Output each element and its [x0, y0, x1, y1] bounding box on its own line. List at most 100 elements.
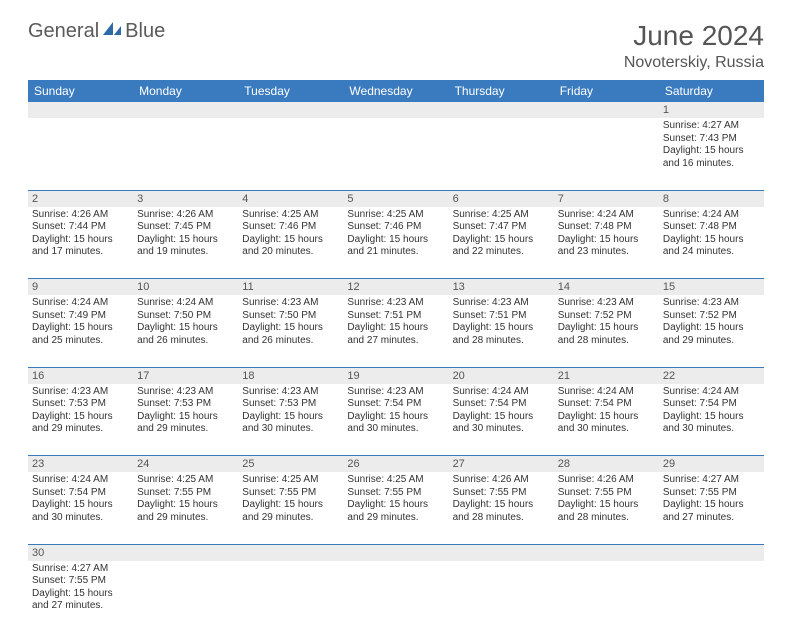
- sunrise-text: Sunrise: 4:23 AM: [558, 297, 655, 310]
- day-content-cell: [343, 118, 448, 190]
- sunset-text: Sunset: 7:51 PM: [453, 310, 550, 323]
- day-content-cell: Sunrise: 4:24 AMSunset: 7:54 PMDaylight:…: [28, 472, 133, 544]
- sunrise-text: Sunrise: 4:26 AM: [32, 209, 129, 222]
- day-number-cell: 24: [133, 456, 238, 473]
- day-content-cell: [343, 561, 448, 633]
- day-content-cell: Sunrise: 4:26 AMSunset: 7:55 PMDaylight:…: [554, 472, 659, 544]
- weekday-header: Tuesday: [238, 80, 343, 102]
- content-row: Sunrise: 4:24 AMSunset: 7:49 PMDaylight:…: [28, 295, 764, 367]
- sunrise-text: Sunrise: 4:24 AM: [663, 386, 760, 399]
- day-number-cell: 7: [554, 190, 659, 207]
- logo-sail-icon: [101, 20, 123, 43]
- content-row: Sunrise: 4:23 AMSunset: 7:53 PMDaylight:…: [28, 384, 764, 456]
- day-number-cell: 18: [238, 367, 343, 384]
- daylight-text: Daylight: 15 hours and 29 minutes.: [663, 322, 760, 347]
- content-row: Sunrise: 4:27 AMSunset: 7:55 PMDaylight:…: [28, 561, 764, 633]
- sunrise-text: Sunrise: 4:25 AM: [242, 474, 339, 487]
- sunset-text: Sunset: 7:51 PM: [347, 310, 444, 323]
- day-number-cell: 8: [659, 190, 764, 207]
- sunset-text: Sunset: 7:55 PM: [558, 487, 655, 500]
- daylight-text: Daylight: 15 hours and 27 minutes.: [32, 588, 129, 613]
- sunset-text: Sunset: 7:44 PM: [32, 221, 129, 234]
- daylight-text: Daylight: 15 hours and 17 minutes.: [32, 234, 129, 259]
- daylight-text: Daylight: 15 hours and 26 minutes.: [242, 322, 339, 347]
- weekday-header: Sunday: [28, 80, 133, 102]
- day-number-cell: 16: [28, 367, 133, 384]
- daylight-text: Daylight: 15 hours and 21 minutes.: [347, 234, 444, 259]
- sunrise-text: Sunrise: 4:23 AM: [347, 386, 444, 399]
- daylight-text: Daylight: 15 hours and 29 minutes.: [137, 411, 234, 436]
- day-number-cell: 30: [28, 544, 133, 561]
- sunset-text: Sunset: 7:49 PM: [32, 310, 129, 323]
- sunrise-text: Sunrise: 4:23 AM: [242, 386, 339, 399]
- sunrise-text: Sunrise: 4:27 AM: [663, 474, 760, 487]
- header: General Blue June 2024 Novoterskiy, Russ…: [28, 20, 764, 72]
- day-number-cell: 3: [133, 190, 238, 207]
- day-number-cell: 9: [28, 279, 133, 296]
- logo-text-1: General: [28, 20, 99, 43]
- content-row: Sunrise: 4:24 AMSunset: 7:54 PMDaylight:…: [28, 472, 764, 544]
- day-content-cell: Sunrise: 4:26 AMSunset: 7:44 PMDaylight:…: [28, 207, 133, 279]
- sunset-text: Sunset: 7:48 PM: [558, 221, 655, 234]
- daylight-text: Daylight: 15 hours and 29 minutes.: [32, 411, 129, 436]
- day-number-cell: 29: [659, 456, 764, 473]
- sunset-text: Sunset: 7:46 PM: [242, 221, 339, 234]
- day-number-cell: 12: [343, 279, 448, 296]
- sunset-text: Sunset: 7:52 PM: [663, 310, 760, 323]
- daynum-row: 16171819202122: [28, 367, 764, 384]
- weekday-header: Wednesday: [343, 80, 448, 102]
- day-number-cell: [449, 544, 554, 561]
- daylight-text: Daylight: 15 hours and 30 minutes.: [558, 411, 655, 436]
- day-content-cell: Sunrise: 4:24 AMSunset: 7:48 PMDaylight:…: [659, 207, 764, 279]
- day-number-cell: [238, 544, 343, 561]
- daylight-text: Daylight: 15 hours and 30 minutes.: [347, 411, 444, 436]
- sunset-text: Sunset: 7:54 PM: [347, 398, 444, 411]
- day-content-cell: Sunrise: 4:27 AMSunset: 7:55 PMDaylight:…: [659, 472, 764, 544]
- sunrise-text: Sunrise: 4:25 AM: [137, 474, 234, 487]
- day-content-cell: Sunrise: 4:27 AMSunset: 7:43 PMDaylight:…: [659, 118, 764, 190]
- sunrise-text: Sunrise: 4:24 AM: [32, 474, 129, 487]
- sunset-text: Sunset: 7:54 PM: [558, 398, 655, 411]
- day-number-cell: [554, 102, 659, 118]
- day-number-cell: 19: [343, 367, 448, 384]
- sunset-text: Sunset: 7:47 PM: [453, 221, 550, 234]
- day-number-cell: 10: [133, 279, 238, 296]
- sunrise-text: Sunrise: 4:24 AM: [558, 386, 655, 399]
- day-content-cell: Sunrise: 4:25 AMSunset: 7:47 PMDaylight:…: [449, 207, 554, 279]
- day-content-cell: Sunrise: 4:27 AMSunset: 7:55 PMDaylight:…: [28, 561, 133, 633]
- day-content-cell: Sunrise: 4:26 AMSunset: 7:45 PMDaylight:…: [133, 207, 238, 279]
- daylight-text: Daylight: 15 hours and 28 minutes.: [453, 322, 550, 347]
- day-content-cell: Sunrise: 4:25 AMSunset: 7:46 PMDaylight:…: [238, 207, 343, 279]
- daylight-text: Daylight: 15 hours and 24 minutes.: [663, 234, 760, 259]
- sunrise-text: Sunrise: 4:23 AM: [663, 297, 760, 310]
- day-content-cell: [238, 118, 343, 190]
- day-number-cell: 26: [343, 456, 448, 473]
- sunset-text: Sunset: 7:55 PM: [32, 575, 129, 588]
- sunset-text: Sunset: 7:55 PM: [453, 487, 550, 500]
- day-number-cell: [659, 544, 764, 561]
- day-content-cell: [449, 561, 554, 633]
- weekday-header: Saturday: [659, 80, 764, 102]
- day-content-cell: Sunrise: 4:24 AMSunset: 7:54 PMDaylight:…: [449, 384, 554, 456]
- sunset-text: Sunset: 7:55 PM: [663, 487, 760, 500]
- day-content-cell: Sunrise: 4:23 AMSunset: 7:54 PMDaylight:…: [343, 384, 448, 456]
- day-number-cell: [343, 544, 448, 561]
- sunrise-text: Sunrise: 4:24 AM: [32, 297, 129, 310]
- day-content-cell: Sunrise: 4:24 AMSunset: 7:54 PMDaylight:…: [554, 384, 659, 456]
- logo-text-2: Blue: [125, 20, 165, 43]
- day-number-cell: 17: [133, 367, 238, 384]
- sunrise-text: Sunrise: 4:23 AM: [32, 386, 129, 399]
- daynum-row: 30: [28, 544, 764, 561]
- day-content-cell: Sunrise: 4:23 AMSunset: 7:51 PMDaylight:…: [343, 295, 448, 367]
- daylight-text: Daylight: 15 hours and 25 minutes.: [32, 322, 129, 347]
- weekday-header-row: SundayMondayTuesdayWednesdayThursdayFrid…: [28, 80, 764, 102]
- sunrise-text: Sunrise: 4:23 AM: [453, 297, 550, 310]
- daylight-text: Daylight: 15 hours and 22 minutes.: [453, 234, 550, 259]
- day-number-cell: [133, 102, 238, 118]
- weekday-header: Friday: [554, 80, 659, 102]
- day-number-cell: 13: [449, 279, 554, 296]
- day-number-cell: 28: [554, 456, 659, 473]
- sunrise-text: Sunrise: 4:27 AM: [32, 563, 129, 576]
- sunset-text: Sunset: 7:52 PM: [558, 310, 655, 323]
- day-number-cell: 4: [238, 190, 343, 207]
